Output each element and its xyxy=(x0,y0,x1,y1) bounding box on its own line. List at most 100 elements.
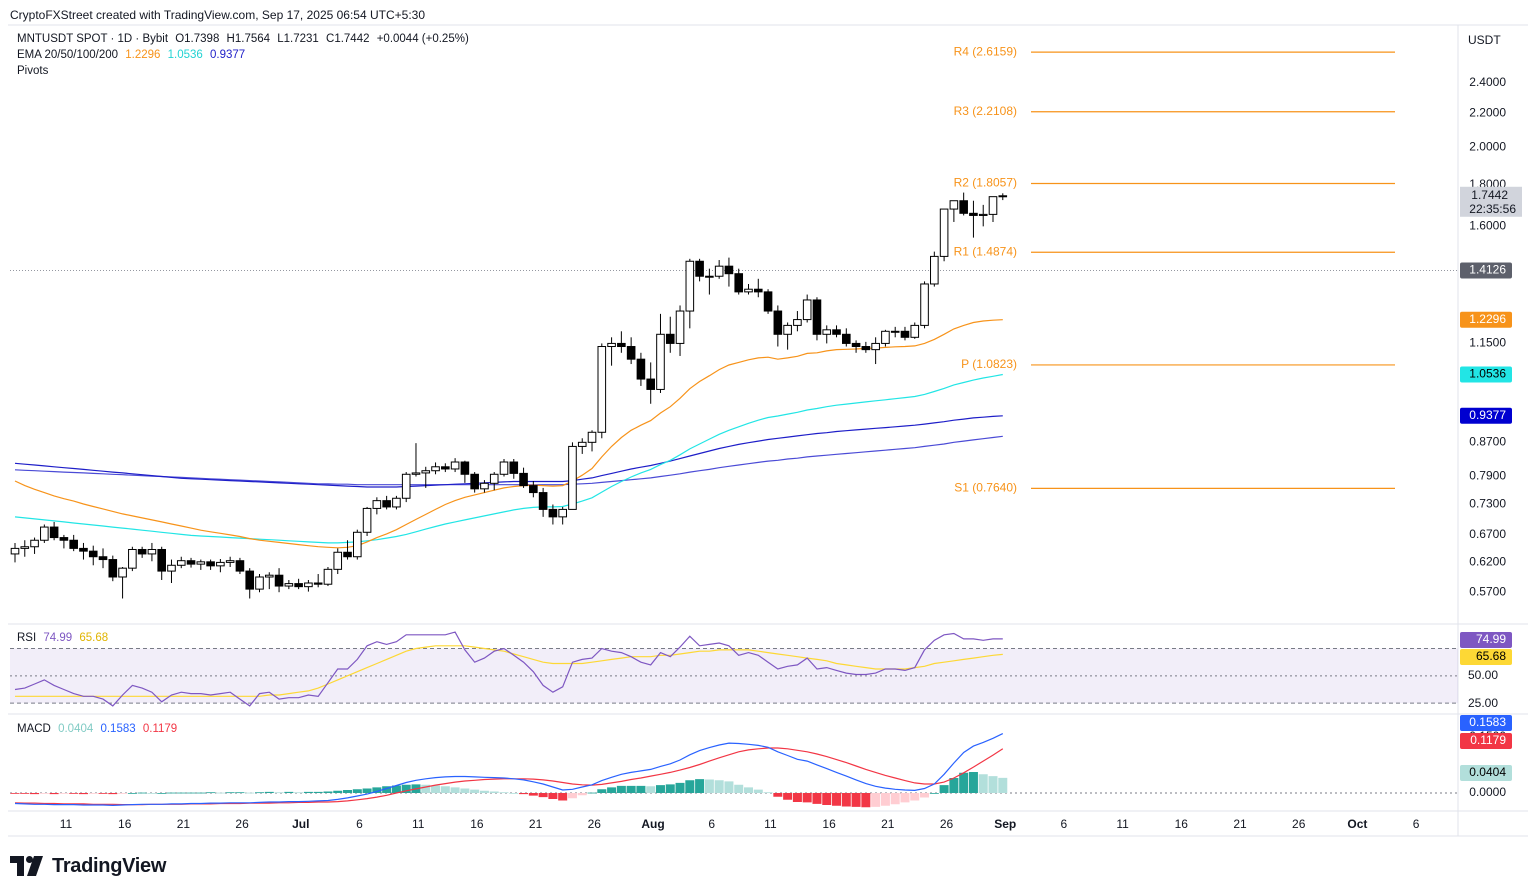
candle-down xyxy=(832,329,841,335)
macd-histogram-bar xyxy=(538,793,548,798)
candle-up xyxy=(176,560,186,566)
macd-histogram-bar xyxy=(851,793,861,807)
macd-histogram-bar xyxy=(401,784,411,793)
macd-histogram-bar xyxy=(499,792,509,794)
candle-up xyxy=(264,574,274,578)
time-axis-label: 21 xyxy=(529,817,543,831)
chart-credit: CryptoFXStreet created with TradingView.… xyxy=(10,8,426,22)
candle-down xyxy=(529,485,538,494)
candle-up xyxy=(793,319,802,326)
candle-up xyxy=(392,497,401,508)
ema100-badge-bg xyxy=(1460,407,1512,424)
time-axis-label: 11 xyxy=(60,817,73,831)
macd-histogram-bar xyxy=(303,791,313,793)
time-axis-label: 6 xyxy=(1061,817,1068,831)
candle-up xyxy=(744,288,753,293)
macd-histogram-bar xyxy=(949,778,959,793)
macd-histogram-bar xyxy=(910,793,920,801)
candle-up xyxy=(40,526,49,541)
price-tick-label: 0.7900 xyxy=(1469,469,1506,483)
candle-down xyxy=(851,342,861,348)
candle-up xyxy=(607,342,616,348)
macd-histogram-bar xyxy=(323,791,333,793)
time-axis-label: 26 xyxy=(1292,817,1306,831)
candle-up xyxy=(225,560,235,563)
macd-line xyxy=(14,733,1004,807)
ema-legend[interactable]: EMA 20/50/100/200 1.2296 1.0536 0.9377 xyxy=(17,49,249,61)
macd-line-value: 0.1583 xyxy=(100,723,136,735)
macd-histogram-bar xyxy=(548,793,558,799)
candle-up xyxy=(421,470,431,474)
time-axis-label: 26 xyxy=(940,817,954,831)
candle-down xyxy=(842,333,851,344)
macd-histogram-bar xyxy=(519,793,529,795)
macd-hist-badge: 0.0404 xyxy=(1469,765,1506,779)
macd-histogram-bar xyxy=(440,786,450,793)
macd-histogram-bar xyxy=(978,774,988,793)
rsi-pane xyxy=(10,631,1458,707)
candle-up xyxy=(118,567,127,578)
candle-down xyxy=(646,378,656,390)
macd-histogram-bar xyxy=(880,793,890,806)
rsi-legend[interactable]: RSI 74.99 65.68 xyxy=(17,632,112,644)
macd-histogram-bar xyxy=(274,792,284,794)
macd-histogram-bar xyxy=(714,780,724,793)
candle-down xyxy=(773,310,783,335)
rsi-ma-value: 65.68 xyxy=(79,632,109,644)
ema50-value: 1.0536 xyxy=(167,49,203,61)
macd-histogram-bar xyxy=(832,793,842,806)
ema20-value: 1.2296 xyxy=(125,49,161,61)
time-axis-label: 21 xyxy=(1233,817,1247,831)
macd-histogram-bar xyxy=(215,792,225,794)
macd-histogram-bar xyxy=(587,792,597,794)
macd-histogram-bar xyxy=(431,785,441,793)
tradingview-logo[interactable]: TradingView xyxy=(10,853,166,879)
macd-badge: 0.1583 xyxy=(1469,715,1506,729)
candle-down xyxy=(969,212,978,216)
macd-histogram-bar xyxy=(196,792,206,794)
pane-frames xyxy=(8,24,1528,837)
candle-down xyxy=(69,539,78,549)
macd-legend[interactable]: MACD 0.0404 0.1583 0.1179 xyxy=(17,723,181,735)
candle-down xyxy=(441,466,450,470)
macd-histogram-bar xyxy=(59,793,69,794)
macd-histogram-bar xyxy=(255,792,264,794)
macd-histogram-bar xyxy=(470,789,480,793)
ema100-badge: 0.9377 xyxy=(1469,408,1506,422)
candle-down xyxy=(460,461,470,475)
time-axis-label: 6 xyxy=(356,817,363,831)
macd-histogram-bar xyxy=(636,785,646,793)
macd-histogram-bar xyxy=(577,793,587,796)
candle-down xyxy=(519,472,528,487)
macd-histogram-bar xyxy=(88,793,98,794)
ema-label: EMA 20/50/100/200 xyxy=(17,49,119,61)
pivots-legend[interactable]: Pivots xyxy=(17,65,52,77)
macd-signal-badge: 0.1179 xyxy=(1470,733,1506,747)
macd-histogram-bar xyxy=(939,785,949,793)
macd-hist-badge-bg xyxy=(1460,765,1512,781)
macd-histogram-bar xyxy=(665,784,675,793)
candle-up xyxy=(705,275,714,278)
rsi-line xyxy=(14,631,1003,707)
candle-down xyxy=(753,288,763,293)
time-axis-label: 11 xyxy=(412,817,425,831)
candle-up xyxy=(597,346,607,433)
symbol-line[interactable]: MNTUSDT SPOT · 1D · Bybit xyxy=(17,33,169,45)
candle-down xyxy=(861,346,871,351)
crosshair-price-badge: 1.4126 xyxy=(1469,263,1506,277)
macd-histogram-bar xyxy=(558,793,568,801)
pivot-label: R3 (2.2108) xyxy=(954,104,1017,118)
candle-up xyxy=(147,548,157,555)
candle-up xyxy=(489,473,499,484)
macd-histogram-bar xyxy=(626,785,636,793)
candle-down xyxy=(49,526,59,539)
macd-histogram-bar xyxy=(968,772,978,793)
candle-down xyxy=(636,358,646,380)
macd-hist-value: 0.0404 xyxy=(58,723,94,735)
price-tick-label: 0.7300 xyxy=(1469,497,1506,511)
chart-canvas[interactable]: R4 (2.6159) R3 (2.2108) R2 (1.8057) R1 (1.4… xyxy=(0,0,1536,845)
crosshair-price-badge-bg xyxy=(1460,262,1512,279)
rsi-ma-badge-bg xyxy=(1460,649,1512,665)
macd-histogram-bar xyxy=(176,792,186,794)
candle-down xyxy=(235,560,245,572)
